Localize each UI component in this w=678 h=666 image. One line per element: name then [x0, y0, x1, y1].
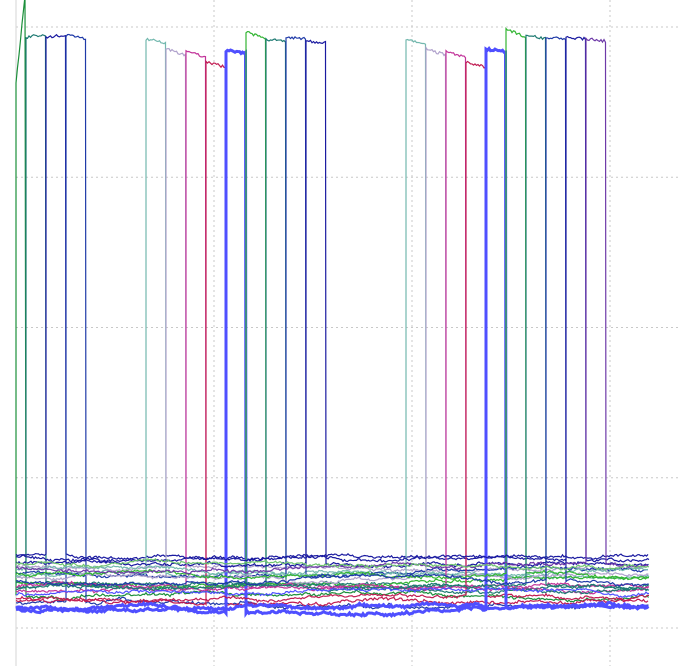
series-line-2: [15, 34, 650, 591]
series-line-3: [15, 33, 649, 561]
series-line-15: [15, 45, 649, 585]
plot-area: [15, 0, 650, 619]
series-line-11: [15, 37, 650, 595]
series-line-1: [15, 0, 649, 603]
series-line-19: [15, 26, 650, 581]
series-line-21: [15, 36, 649, 587]
series-line-24: [15, 557, 650, 571]
series-line-8: [15, 59, 650, 607]
series-line-23: [15, 36, 649, 575]
series-line-5: [15, 37, 650, 581]
series-line-7: [15, 49, 649, 595]
series-line-16: [15, 49, 650, 593]
series-line-18: [15, 45, 650, 613]
series-line-13: [15, 39, 649, 569]
series-line-12: [15, 36, 649, 579]
series-line-6: [15, 47, 649, 573]
series-line-14: [15, 38, 649, 577]
series-line-25: [15, 587, 650, 598]
series-line-9: [15, 48, 649, 619]
series-line-4: [15, 33, 649, 610]
series-line-17: [15, 60, 649, 605]
series-line-10: [15, 31, 649, 589]
series-line-20: [15, 34, 649, 594]
series-line-22: [15, 35, 650, 563]
